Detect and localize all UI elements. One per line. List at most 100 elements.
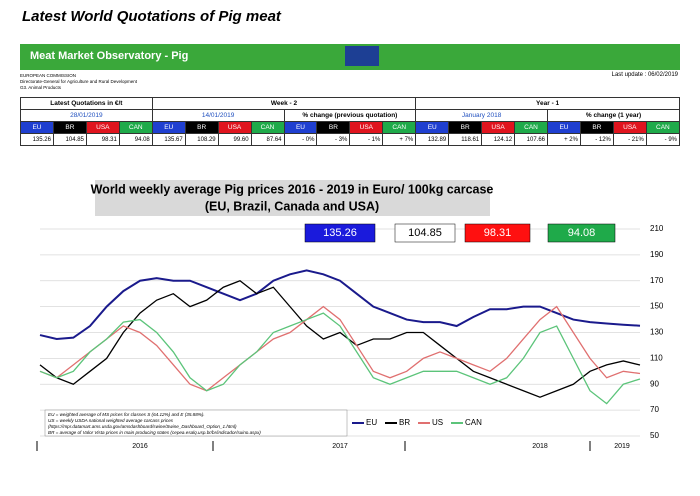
table-cell: % change (1 year) [547,109,680,122]
table-cell: EU [547,121,581,134]
legend-label: US [432,418,443,427]
legend-label: EU [366,418,377,427]
y-tick-label: 150 [650,302,664,311]
table-cell: BR [52,121,87,134]
series-line [39,269,641,340]
table-cell: USA [612,121,647,134]
note: BR = average of Valor Vista prices in ma… [48,430,261,435]
legend-label: BR [399,418,410,427]
table-cell: January 2018 [415,109,548,122]
y-tick-label: 50 [650,431,659,440]
banner-title: Meat Market Observatory - Pig [30,50,189,62]
table-row: Latest Quotations in €/t Week - 2 Year - 1 [20,97,680,110]
table-row: EU BR USA CAN EU BR USA CAN EU BR USA CAN EU BR USA CAN… [20,121,681,134]
x-tick-label: 2016 [132,443,148,450]
table-cell: 104.85 [52,133,87,146]
chart-title: World weekly average Pig prices 2016 - 2… [91,182,494,196]
note: (https://mpr.datamart.ams.usda.gov/amsda… [48,424,237,429]
series-line [39,312,641,405]
page-title: Latest World Quotations of Pig meat [22,8,281,25]
table-cell: BR [579,121,614,134]
latest-box [547,223,616,243]
table-cell: - 21% [612,133,647,146]
table-cell: CAN [250,121,285,134]
table-cell: 87.64 [250,133,285,146]
title-box [95,180,490,216]
chart: World weekly average Pig prices 2016 - 2… [36,180,664,451]
table-cell: EU [151,121,186,134]
x-tick-label: 2017 [332,443,348,450]
table-cell: - 3% [316,133,351,146]
latest-box [464,223,531,243]
org-line: EUROPEAN COMMISSION [20,73,77,78]
eu-logo [345,46,379,66]
series-line [39,305,641,392]
table-cell: USA [349,121,384,134]
table-cell: USA [217,121,252,134]
table-cell: 14/01/2019 [151,109,285,122]
org-line: Directorate-General for Agriculture and … [20,79,138,84]
table-cell: - 0% [283,133,318,146]
table-cell: BR [448,121,483,134]
table-cell: + 2% [547,133,581,146]
table-row: 135.26 104.85 98.31 94.08 135.67 108.29 99.60 8… [20,133,681,146]
table-cell: 98.31 [85,133,120,146]
last-update: Last update : 06/02/2019 [611,72,678,78]
y-tick-label: 210 [650,224,664,233]
table-cell: BR [316,121,351,134]
table-cell: 107.66 [514,133,548,146]
table-cell: USA [481,121,516,134]
table-cell: 108.29 [184,133,219,146]
y-tick-label: 130 [650,328,664,337]
table-cell: CAN [645,121,681,134]
quotation-table: Latest Quotations in €/t Week - 2 Year - 1… [20,97,681,146]
table-cell: + 7% [382,133,417,146]
table-cell: - 1% [349,133,384,146]
org-line: G3. Animal Products [20,85,62,90]
table-cell: 124.12 [481,133,516,146]
table-cell: 135.26 [20,133,54,146]
latest-value: 104.85 [408,227,442,239]
y-tick-label: 110 [650,353,663,362]
y-tick-label: 190 [650,250,664,259]
table-cell: - 12% [579,133,614,146]
table-cell: CAN [382,121,417,134]
table-cell: 94.08 [118,133,153,146]
table-cell: 28/01/2019 [20,109,153,122]
table-cell: EU [415,121,450,134]
table-cell: % change (previous quotation) [283,109,417,122]
table-cell: CAN [514,121,548,134]
latest-value: 94.08 [568,227,596,239]
table-row: 28/01/2019 14/01/2019% change (previous q… [20,109,680,122]
table-cell: Latest Quotations in €/t [20,97,153,110]
chart-subtitle: (EU, Brazil, Canada and USA) [205,199,379,213]
latest-box [304,223,376,243]
table-cell: EU [20,121,54,134]
note: EU = weighted average of MS prices for c… [48,412,205,417]
notes-box [44,409,348,437]
table-cell: - 9% [645,133,681,146]
x-tick-label: 2019 [614,443,630,450]
banner: Meat Market Observatory - Pig [20,44,680,70]
latest-value: 98.31 [484,227,512,239]
table-cell: 132.89 [415,133,450,146]
legend-label: CAN [465,418,482,427]
x-tick-label: 2018 [532,443,548,450]
table-cell: Year - 1 [415,97,680,110]
table-cell: BR [184,121,219,134]
latest-value: 135.26 [323,227,357,239]
table-cell: EU [283,121,318,134]
y-tick-label: 90 [650,379,659,388]
latest-box [394,223,456,243]
y-tick-label: 170 [650,276,664,285]
table-cell: Week - 2 [151,97,417,110]
table-cell: 118.61 [448,133,483,146]
note: US = weekly USDA national weighted avera… [48,418,174,423]
table-cell: USA [85,121,120,134]
table-cell: CAN [118,121,153,134]
y-tick-label: 70 [650,405,659,414]
series-line [39,280,641,398]
table-cell: 135.67 [151,133,186,146]
table-cell: 99.60 [217,133,252,146]
